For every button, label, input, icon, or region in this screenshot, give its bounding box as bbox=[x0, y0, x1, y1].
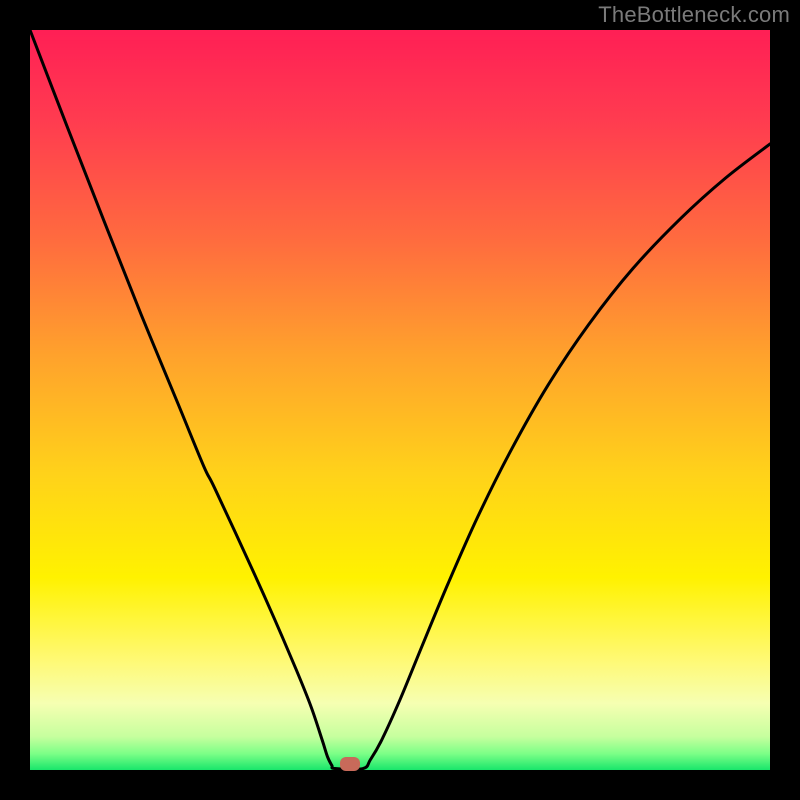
gradient-background bbox=[30, 30, 770, 770]
watermark-text: TheBottleneck.com bbox=[598, 2, 790, 28]
plot-area bbox=[30, 30, 770, 770]
chart-frame: TheBottleneck.com bbox=[0, 0, 800, 800]
gradient-chart-svg bbox=[30, 30, 770, 770]
valley-marker bbox=[340, 757, 360, 771]
